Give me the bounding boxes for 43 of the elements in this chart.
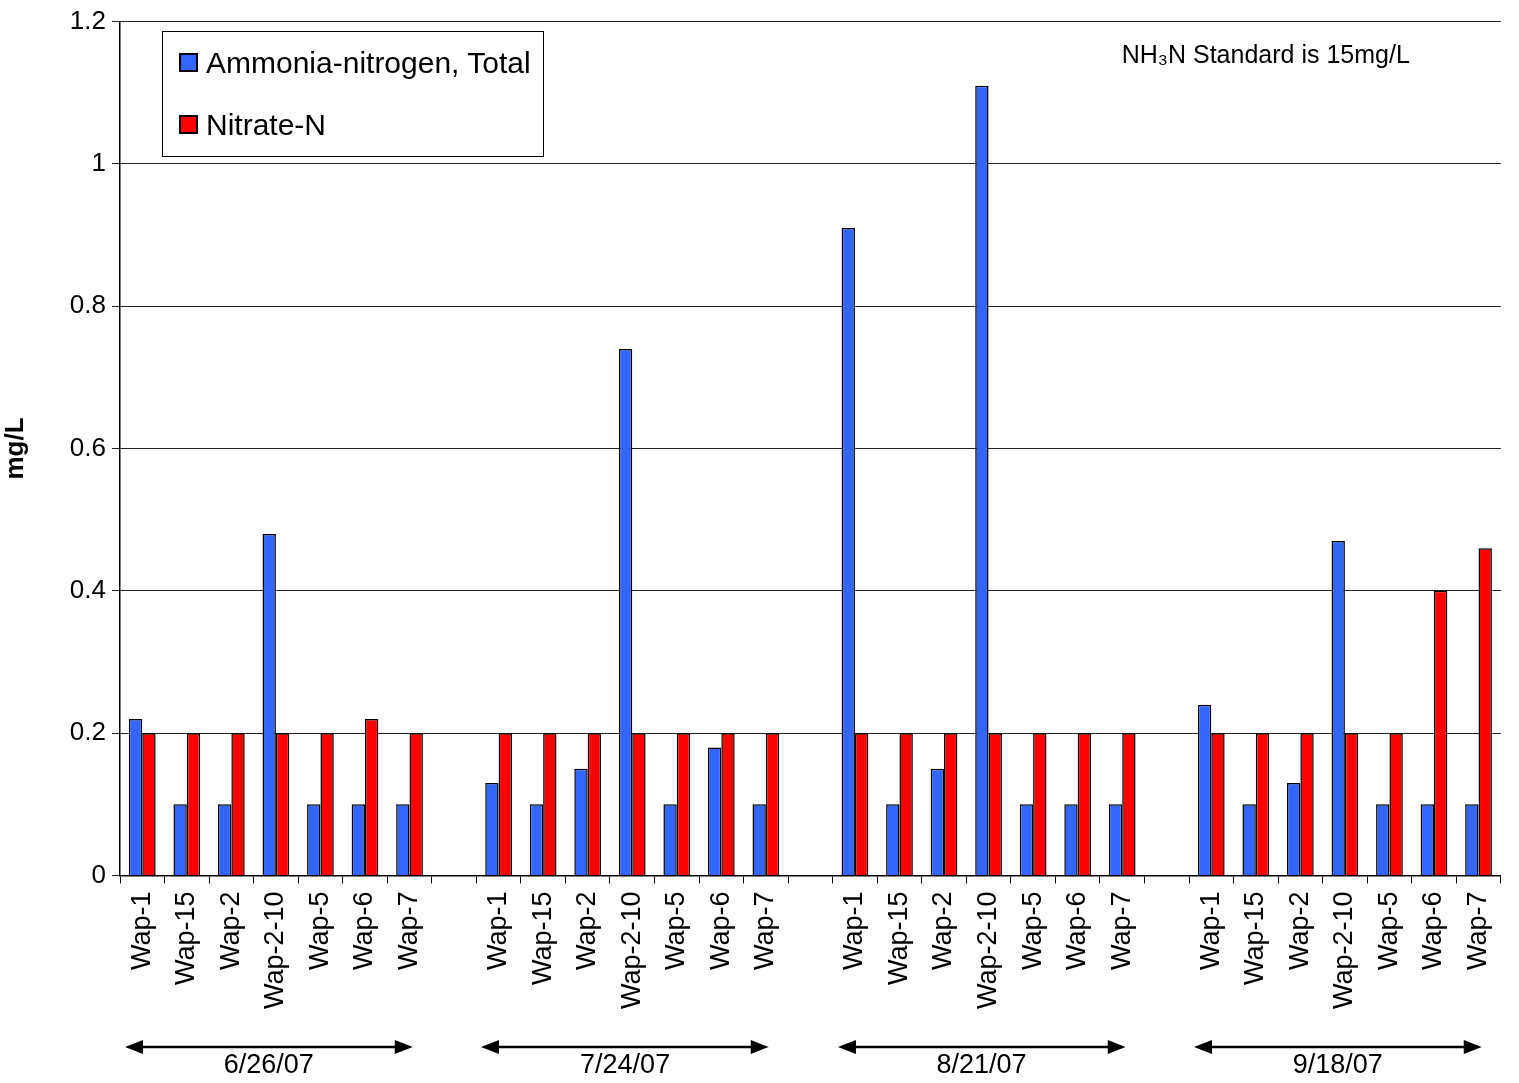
x-tick-label: Wap-7 [1461,891,1492,970]
y-tick-label: 0.4 [69,574,106,605]
x-tick-label: Wap-7 [1105,891,1136,970]
text: 6/26/07 [223,1049,314,1080]
legend-label: Ammonia-nitrogen, Total [206,45,531,80]
x-tick-label: Wap-2 [214,891,245,970]
x-tick-label: Wap-15 [526,891,557,985]
y-tick-label: 1 [91,147,106,178]
x-tick-label: Wap-7 [749,891,780,970]
x-tick-label: Wap-2-10 [259,891,290,1009]
x-tick-label: Wap-2-10 [1328,891,1359,1009]
annotation: NH₃N Standard is 15mg/L [1121,40,1410,69]
x-tick-label: Wap-2-10 [972,891,1003,1009]
x-tick-label: Wap-15 [170,891,201,985]
x-tick-label: Wap-6 [704,891,735,970]
x-tick-label: Wap-6 [1417,891,1448,970]
y-tick-label: 0 [91,858,106,889]
text: 8/21/07 [936,1049,1027,1080]
x-tick-label: Wap-2 [571,891,602,970]
x-tick-label: Wap-1 [125,891,156,970]
x-tick-label: Wap-2 [927,891,958,970]
y-tick-label: 0.6 [69,431,106,462]
y-tick-label: 0.2 [69,716,106,747]
x-tick-label: Wap-1 [838,891,869,970]
legend-label: Nitrate-N [206,107,327,142]
x-tick-label: Wap-15 [882,891,913,985]
y-axis-title: mg/L [0,417,29,480]
x-tick-label: Wap-5 [1016,891,1047,970]
y-tick-label: 1.2 [69,4,106,35]
x-tick-label: Wap-15 [1239,891,1270,985]
x-tick-label: Wap-2 [1283,891,1314,970]
x-tick-label: Wap-5 [660,891,691,970]
x-tick-label: Wap-1 [1194,891,1225,970]
x-tick-label: Wap-6 [348,891,379,970]
x-tick-label: Wap-1 [482,891,513,970]
x-tick-label: Wap-5 [303,891,334,970]
text: 9/18/07 [1292,1049,1383,1080]
x-tick-label: Wap-5 [1372,891,1403,970]
x-tick-label: Wap-2-10 [615,891,646,1009]
x-tick-label: Wap-7 [392,891,423,970]
y-tick-label: 0.8 [69,289,106,320]
x-tick-label: Wap-6 [1061,891,1092,970]
text: 7/24/07 [580,1049,671,1080]
